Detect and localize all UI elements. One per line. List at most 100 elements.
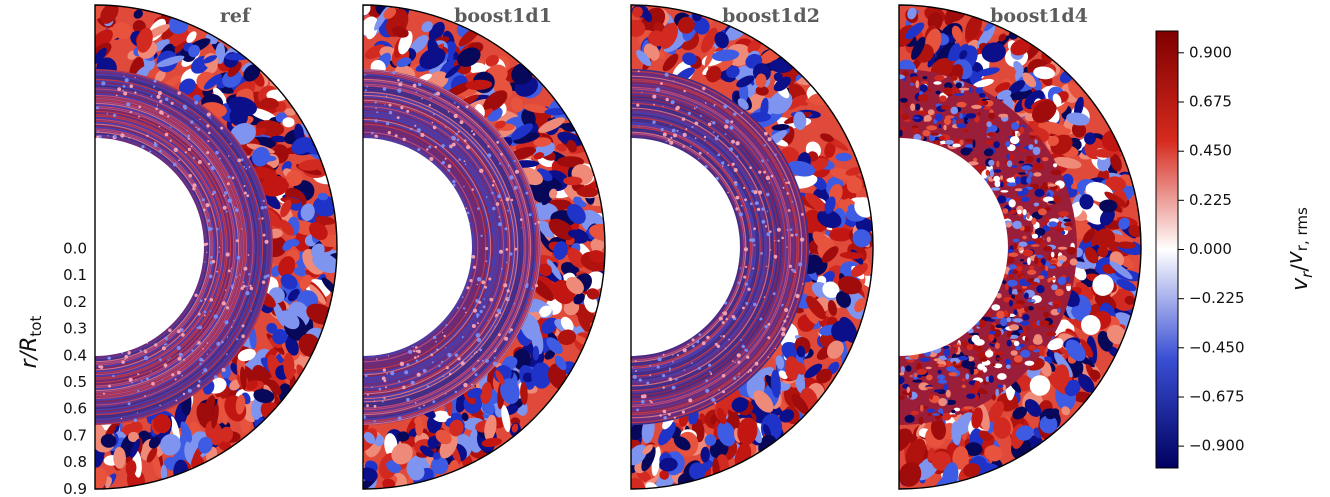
inner-speck <box>137 389 140 392</box>
inner-cell <box>922 129 931 137</box>
inner-speck <box>695 88 697 90</box>
field-cell <box>804 363 823 379</box>
inner-speck <box>494 350 497 353</box>
inner-speck <box>698 333 702 336</box>
inner-speck <box>699 114 703 117</box>
inner-band <box>363 110 500 384</box>
inner-band <box>631 101 777 393</box>
inner-cell <box>1034 227 1046 236</box>
inner-speck <box>802 283 804 285</box>
inner-speck <box>774 240 776 242</box>
inner-band <box>95 115 227 379</box>
inner-speck <box>786 246 788 248</box>
inner-speck <box>729 303 732 305</box>
inner-speck <box>665 97 669 102</box>
field-cell <box>259 175 289 197</box>
field-cell <box>736 75 755 88</box>
inner-speck <box>191 349 194 352</box>
inner-speck <box>702 86 706 91</box>
inner-cell <box>908 391 912 399</box>
inner-cell <box>1026 240 1036 245</box>
inner-speck <box>169 139 172 142</box>
inner-speck <box>127 402 131 406</box>
inner-speck <box>735 207 739 211</box>
inner-cell <box>1020 349 1031 358</box>
field-cell <box>512 349 532 370</box>
field-cell <box>1073 96 1084 118</box>
inner-speck <box>400 106 404 110</box>
inner-speck <box>471 324 476 328</box>
inner-speck <box>417 148 421 151</box>
field-cell <box>964 442 983 456</box>
field-cell <box>314 216 336 225</box>
inner-speck <box>707 152 709 154</box>
field-cell <box>481 437 502 448</box>
field-cell <box>95 467 108 489</box>
inner-speck <box>668 367 672 370</box>
field-cell <box>717 421 736 447</box>
inner-band <box>95 110 232 384</box>
inner-band <box>631 91 787 403</box>
field-cell <box>285 335 299 356</box>
inner-speck <box>676 354 679 357</box>
inner-cell <box>1034 188 1045 197</box>
field-cell <box>1084 247 1099 264</box>
inner-cell <box>927 109 935 116</box>
field-cell <box>662 53 679 72</box>
field-cell <box>539 263 552 277</box>
inner-cell <box>936 374 946 380</box>
field-cell <box>186 31 197 44</box>
inner-cell <box>1000 317 1008 327</box>
field-cell <box>673 436 691 451</box>
inner-speck <box>226 306 230 310</box>
inner-speck <box>703 135 707 139</box>
inner-speck <box>497 194 502 199</box>
inner-cell <box>912 379 923 383</box>
inner-cell <box>1041 241 1045 249</box>
inner-speck <box>264 239 269 244</box>
field-cell <box>197 436 213 454</box>
field-cell <box>501 404 511 433</box>
inner-cell <box>926 125 937 131</box>
inner-speck <box>406 109 410 113</box>
inner-speck <box>444 392 447 395</box>
y-axis-label-sub: tot <box>27 316 45 337</box>
inner-speck <box>498 222 502 227</box>
field-cell <box>282 117 295 128</box>
inner-cell <box>1069 258 1078 266</box>
inner-cell <box>993 141 1000 149</box>
inner-cell <box>1016 132 1021 137</box>
inner-speck <box>108 356 111 360</box>
inner-speck <box>246 194 250 198</box>
field-cell <box>566 203 586 225</box>
inner-band <box>631 109 769 385</box>
panel-boost1d1: boost1d1 <box>362 4 606 490</box>
inner-speck <box>704 102 707 104</box>
inner-speck <box>766 210 769 213</box>
inner-speck <box>150 371 152 373</box>
inner-cell <box>1028 305 1034 311</box>
inner-speck <box>177 91 181 95</box>
inner-cell <box>919 84 928 93</box>
inner-cell <box>1004 359 1012 365</box>
inner-speck <box>215 150 219 155</box>
inner-band <box>95 136 206 358</box>
inner-cell <box>1024 360 1035 366</box>
inner-speck <box>789 228 793 231</box>
inner-speck <box>790 233 794 237</box>
field-cell <box>1072 265 1087 281</box>
field-cell <box>1124 295 1135 305</box>
inner-speck <box>670 124 672 126</box>
inner-cell <box>1038 208 1047 216</box>
inner-cell <box>944 139 955 145</box>
inner-speck <box>664 72 669 77</box>
inner-speck <box>753 302 757 307</box>
inner-speck <box>746 355 750 359</box>
field-cell <box>1116 279 1137 292</box>
inner-speck <box>261 217 264 220</box>
inner-speck <box>465 207 468 209</box>
field-cell <box>835 152 852 162</box>
inner-speck <box>456 138 460 142</box>
inner-speck <box>766 192 770 197</box>
inner-cell <box>1017 172 1027 175</box>
